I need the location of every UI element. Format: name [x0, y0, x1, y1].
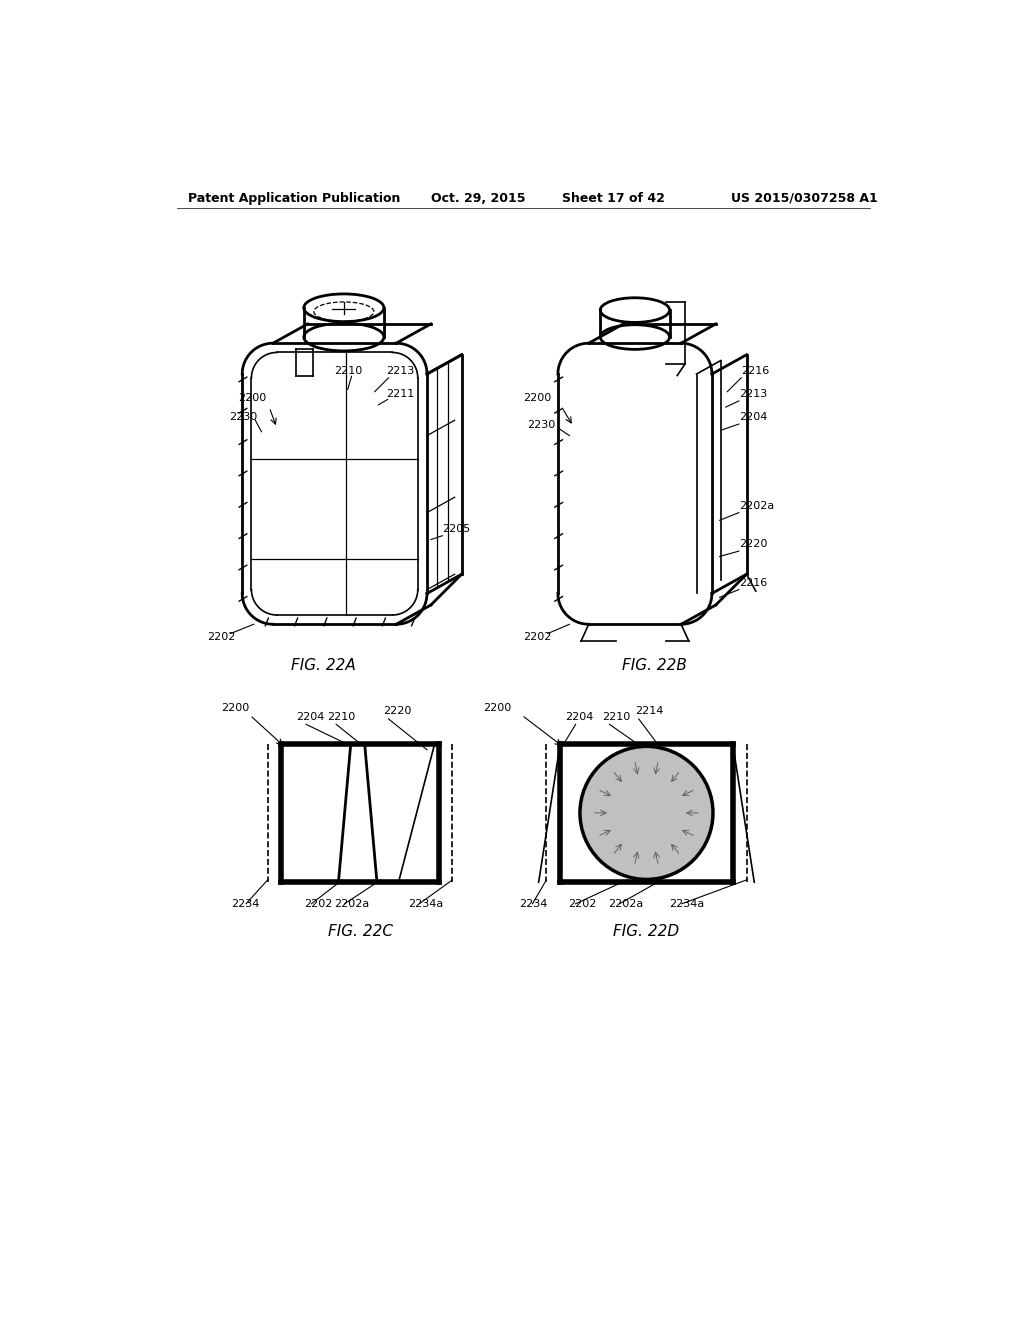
Text: 2220: 2220 [739, 540, 767, 549]
Text: 2211: 2211 [386, 389, 415, 399]
Text: 2200: 2200 [221, 704, 250, 713]
Text: Oct. 29, 2015: Oct. 29, 2015 [431, 191, 525, 205]
Text: 2202: 2202 [208, 632, 236, 642]
Text: 2213: 2213 [386, 366, 415, 376]
Text: 2210: 2210 [602, 713, 630, 722]
Text: 2200: 2200 [483, 704, 511, 713]
Text: 2204: 2204 [739, 412, 767, 422]
Text: 2204: 2204 [565, 713, 594, 722]
Text: 2234: 2234 [519, 899, 548, 909]
Text: 2220: 2220 [383, 706, 412, 717]
Text: 2202: 2202 [304, 899, 332, 909]
Text: 2202: 2202 [523, 632, 552, 642]
Text: 2200: 2200 [523, 393, 552, 403]
Text: US 2015/0307258 A1: US 2015/0307258 A1 [731, 191, 878, 205]
Circle shape [580, 746, 713, 879]
Text: FIG. 22B: FIG. 22B [622, 659, 687, 673]
Text: 2210: 2210 [327, 713, 355, 722]
Text: 2214: 2214 [635, 706, 664, 717]
Text: 2234a: 2234a [670, 899, 705, 909]
Text: 2216: 2216 [739, 578, 767, 587]
Text: 2210: 2210 [335, 366, 362, 376]
Text: FIG. 22C: FIG. 22C [328, 924, 392, 939]
Text: FIG. 22D: FIG. 22D [613, 924, 680, 939]
Text: 2234: 2234 [230, 899, 259, 909]
Text: 2202a: 2202a [608, 899, 643, 909]
Text: 2202a: 2202a [335, 899, 370, 909]
Text: 2200: 2200 [239, 393, 266, 403]
Text: 2216: 2216 [741, 366, 769, 376]
Text: 2234a: 2234a [408, 899, 443, 909]
Text: 2202: 2202 [568, 899, 596, 909]
Text: 2205: 2205 [442, 524, 471, 533]
Text: Patent Application Publication: Patent Application Publication [188, 191, 400, 205]
Text: Sheet 17 of 42: Sheet 17 of 42 [562, 191, 665, 205]
Text: 2213: 2213 [739, 389, 767, 399]
Text: 2204: 2204 [296, 713, 325, 722]
Text: FIG. 22A: FIG. 22A [291, 659, 355, 673]
Text: 2230: 2230 [527, 420, 555, 430]
Text: 2230: 2230 [229, 412, 257, 422]
Text: 2202a: 2202a [739, 500, 774, 511]
